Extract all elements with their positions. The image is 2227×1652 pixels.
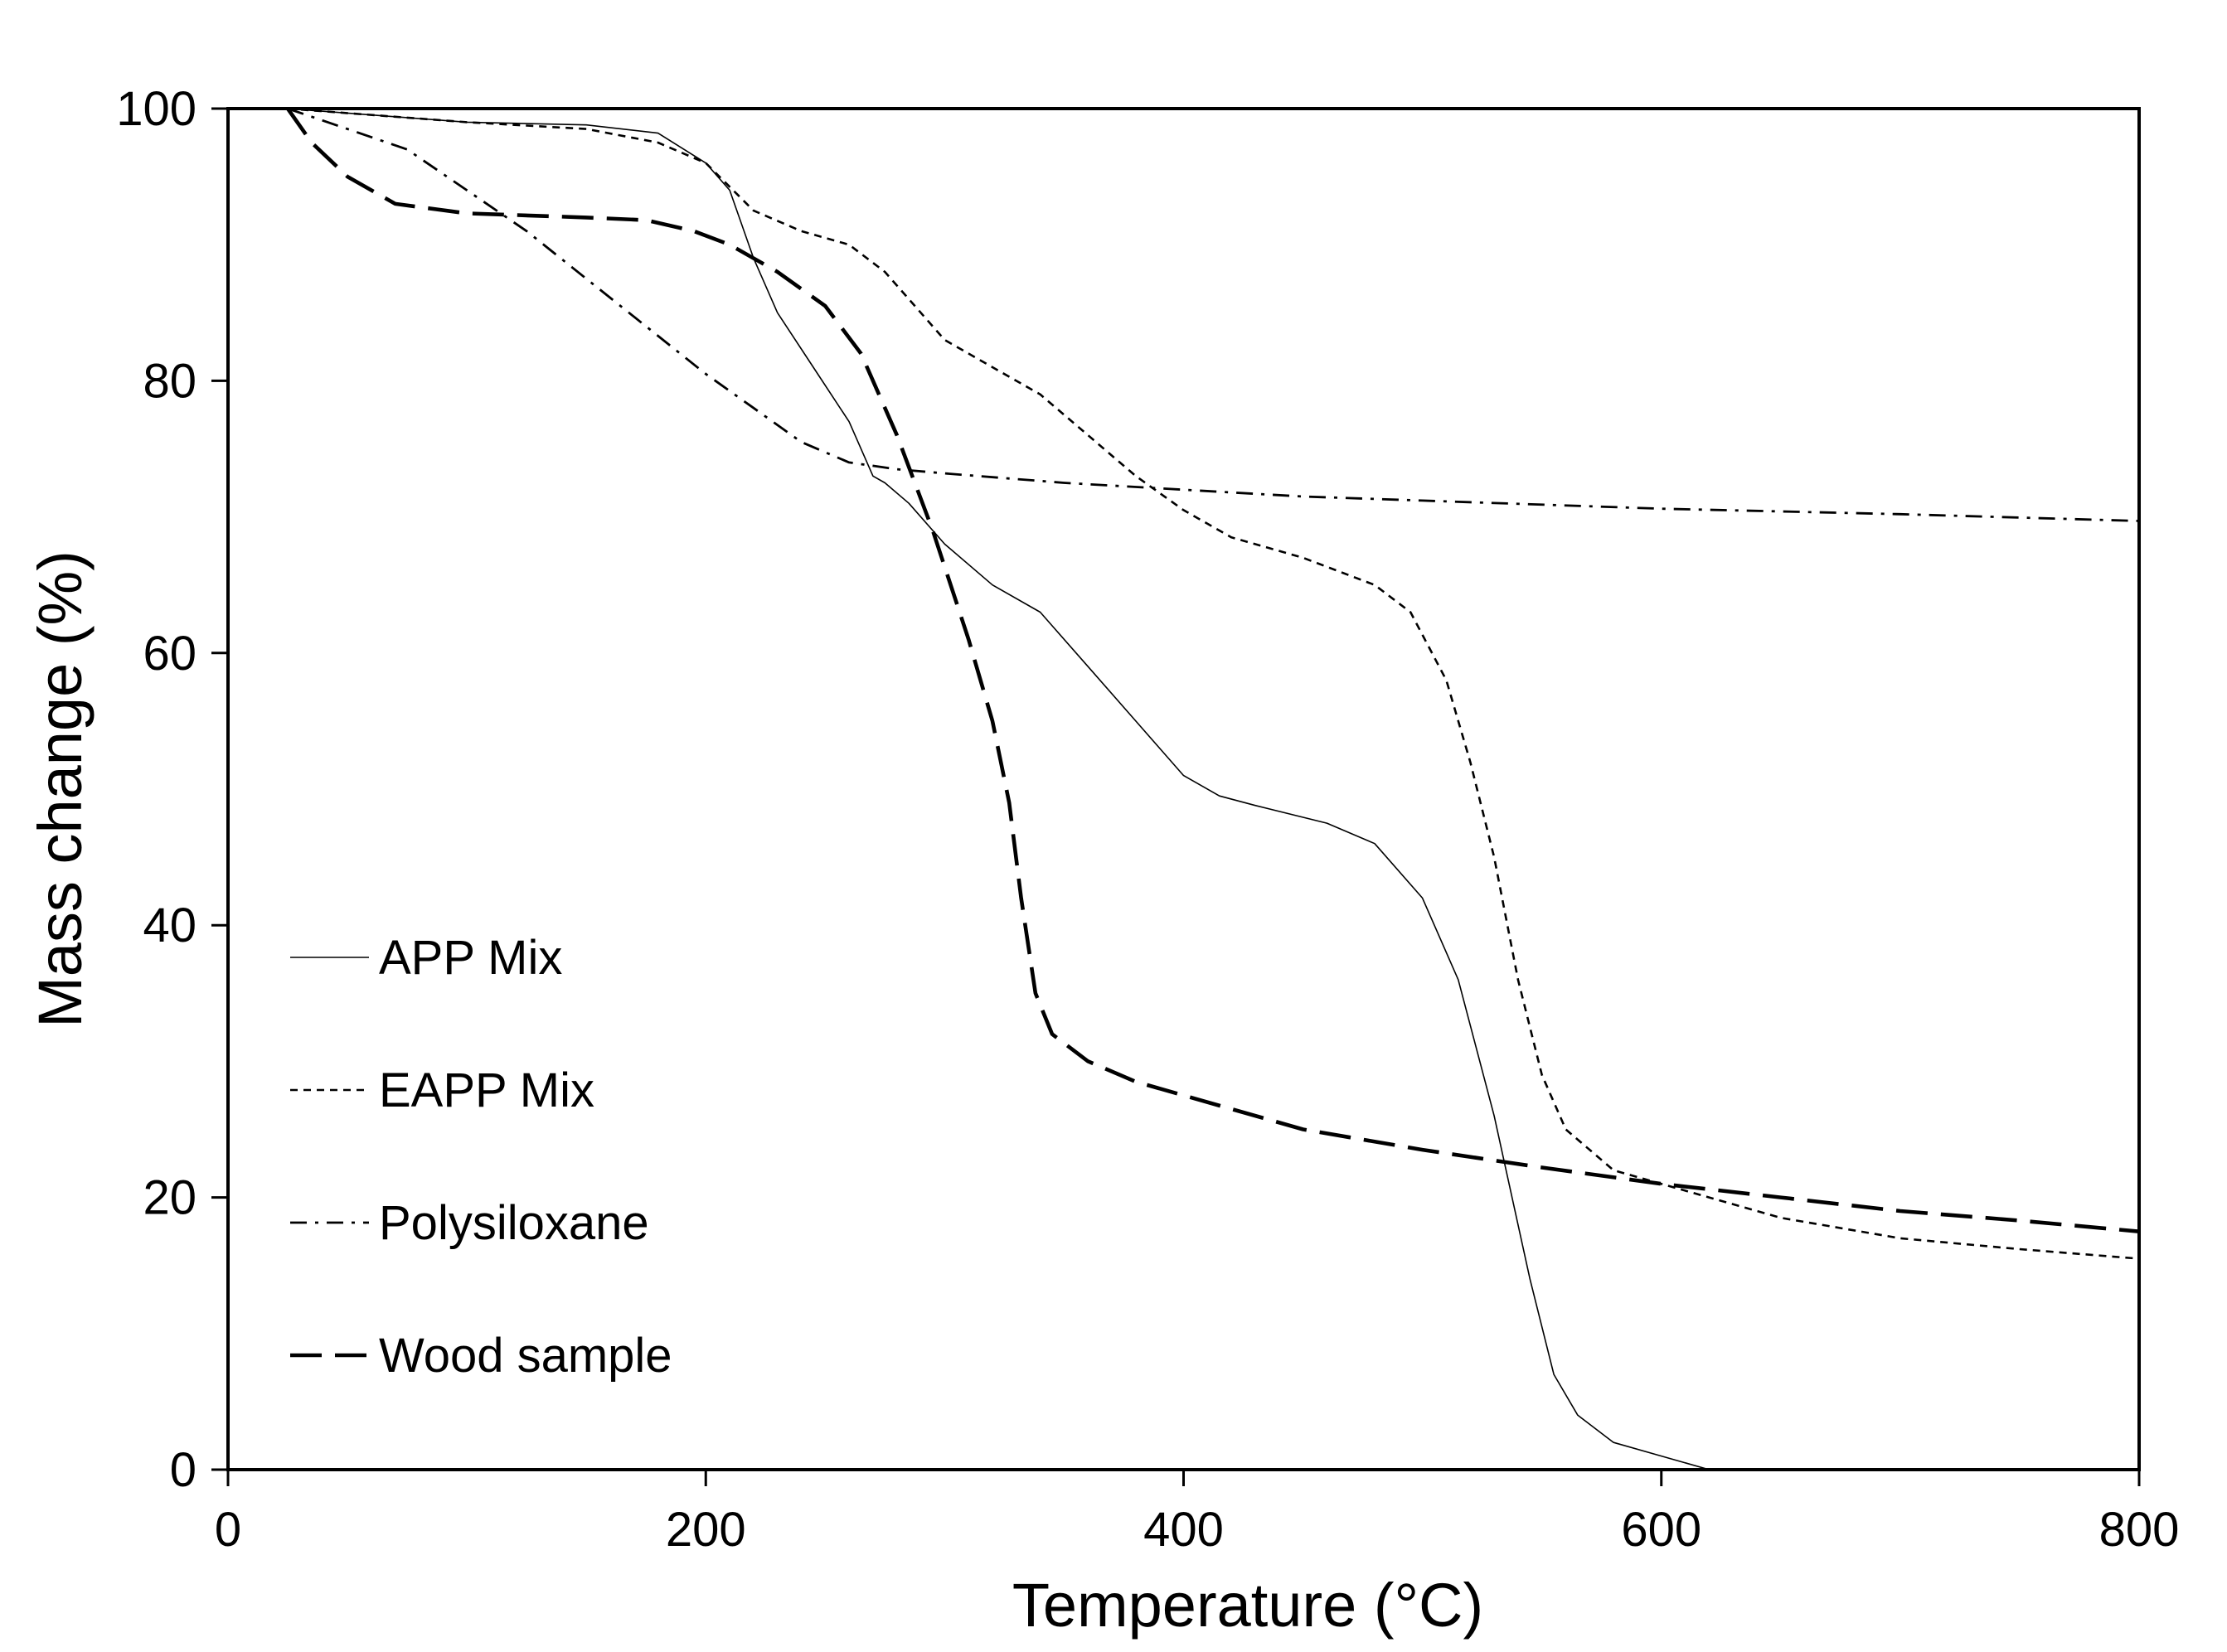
- y-tick-label-40: 40: [143, 899, 196, 952]
- x-tick-label-800: 800: [2099, 1503, 2180, 1557]
- y-tick-label-0: 0: [170, 1443, 196, 1497]
- x-tick-label-400: 400: [1143, 1503, 1224, 1557]
- x-tick-label-0: 0: [215, 1503, 241, 1557]
- legend-label-polysiloxane: Polysiloxane: [379, 1196, 649, 1250]
- x-tick-label-600: 600: [1621, 1503, 1701, 1557]
- series-line-app-mix: [287, 108, 1710, 1470]
- y-tick-label-100: 100: [116, 82, 196, 136]
- legend-label-wood-sample: Wood sample: [379, 1329, 672, 1383]
- y-tick-label-60: 60: [143, 627, 196, 681]
- y-axis-title: Mass change (%): [26, 550, 95, 1028]
- legend-label-eapp-mix: EAPP Mix: [379, 1063, 594, 1117]
- x-axis-title: Temperature (°C): [1012, 1571, 1483, 1640]
- x-axis-ticks: 0 200 400 600 800: [215, 1470, 2180, 1557]
- series-line-polysiloxane: [287, 107, 2140, 522]
- legend-label-app-mix: APP Mix: [379, 931, 562, 985]
- legend: APP Mix EAPP Mix Polysiloxane Wood sample: [290, 931, 672, 1383]
- series-line-eapp-mix: [287, 107, 2140, 1260]
- series-lines: [286, 107, 2140, 1470]
- y-axis-ticks: 0 20 40 60 80 100: [116, 82, 228, 1497]
- y-tick-label-20: 20: [143, 1171, 196, 1225]
- plot-frame: [226, 107, 2141, 1471]
- series-line-wood-sample: [286, 107, 2140, 1233]
- x-tick-label-200: 200: [666, 1503, 746, 1557]
- y-tick-label-80: 80: [143, 354, 196, 408]
